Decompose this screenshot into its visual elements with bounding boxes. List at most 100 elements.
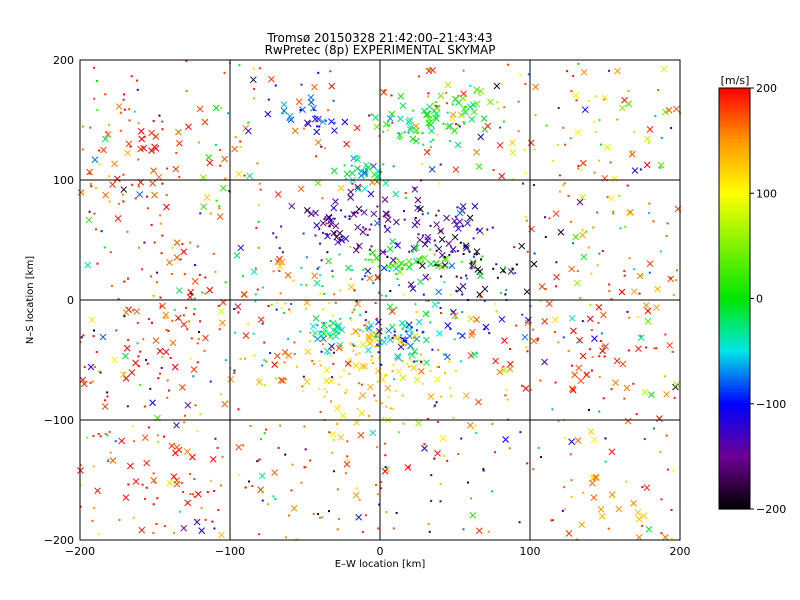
chart-subtitle: RwPretec (8p) EXPERIMENTAL SKYMAP <box>265 43 496 57</box>
scatter-point-dot <box>581 229 584 232</box>
scatter-point-dot <box>82 191 85 194</box>
scatter-point-dot <box>224 177 227 180</box>
scatter-point-dot <box>370 258 373 261</box>
scatter-point-dot <box>439 483 442 486</box>
scatter-point-x <box>237 244 245 252</box>
scatter-point-x <box>115 103 123 110</box>
scatter-point-dot <box>263 432 266 435</box>
scatter-point-dot <box>588 348 591 351</box>
scatter-point-dot <box>474 260 477 263</box>
scatter-point-dot <box>416 132 419 135</box>
scatter-point-x <box>399 102 407 110</box>
scatter-point-dot <box>197 141 200 144</box>
scatter-point-dot <box>496 101 499 104</box>
scatter-point-dot <box>497 107 500 110</box>
scatter-point-dot <box>557 419 560 422</box>
scatter-point-dot <box>160 366 163 369</box>
scatter-point-x <box>385 327 393 334</box>
scatter-point-x <box>423 148 431 156</box>
scatter-point-x <box>579 159 587 167</box>
scatter-point-dot <box>322 308 325 311</box>
scatter-point-x <box>583 371 591 379</box>
colorbar <box>718 87 751 510</box>
scatter-point-dot <box>457 94 460 97</box>
scatter-point-dot <box>401 394 404 397</box>
scatter-point-x <box>212 104 220 112</box>
colorbar-segment <box>719 112 750 116</box>
scatter-point-dot <box>324 119 327 122</box>
scatter-point-x <box>467 315 475 323</box>
scatter-point-x <box>438 236 446 243</box>
scatter-point-dot <box>212 252 215 255</box>
x-tick-label: 100 <box>520 545 541 558</box>
scatter-point-dot <box>355 331 358 334</box>
scatter-point-dot <box>421 260 424 263</box>
scatter-point-x <box>152 337 160 344</box>
scatter-point-dot <box>623 274 626 277</box>
scatter-point-dot <box>419 256 422 259</box>
scatter-point-dot <box>166 396 169 399</box>
scatter-point-x <box>484 122 492 130</box>
scatter-point-x <box>344 360 352 367</box>
scatter-point-dot <box>132 309 135 312</box>
scatter-point-x <box>602 343 609 350</box>
scatter-point-dot <box>109 451 112 454</box>
scatter-point-x <box>109 181 116 189</box>
scatter-point-x <box>152 133 160 140</box>
scatter-point-dot <box>320 516 323 519</box>
colorbar-segment <box>719 490 750 495</box>
scatter-point-x <box>587 428 595 436</box>
x-tick-label: 200 <box>670 545 691 558</box>
scatter-point-dot <box>169 356 172 359</box>
scatter-point-dot <box>562 184 565 187</box>
scatter-point-dot <box>214 143 217 146</box>
scatter-point-dot <box>577 62 580 65</box>
scatter-point-dot <box>161 234 164 237</box>
scatter-point-dot <box>313 115 316 118</box>
scatter-point-dot <box>323 395 326 398</box>
scatter-point-dot <box>384 454 387 457</box>
scatter-point-dot <box>362 268 365 271</box>
scatter-point-x <box>284 271 292 279</box>
scatter-point-x <box>637 334 645 342</box>
scatter-point-dot <box>379 374 382 377</box>
colorbar-segment <box>719 127 750 131</box>
scatter-point-x <box>476 272 484 280</box>
scatter-point-dot <box>292 279 295 282</box>
scatter-point-dot <box>554 285 557 288</box>
scatter-point-x <box>428 165 436 173</box>
colorbar-segment <box>719 226 750 230</box>
scatter-point-dot <box>331 451 334 454</box>
scatter-point-dot <box>193 308 196 311</box>
scatter-point-dot <box>446 459 449 462</box>
scatter-point-dot <box>458 125 461 128</box>
scatter-point-x <box>468 115 476 123</box>
scatter-point-dot <box>607 69 610 72</box>
scatter-point-dot <box>539 379 542 382</box>
colorbar-label: [m/s] <box>721 74 750 87</box>
scatter-point-x <box>88 316 96 324</box>
scatter-point-x <box>331 127 338 134</box>
scatter-point-dot <box>242 444 245 447</box>
scatter-point-dot <box>467 481 470 484</box>
scatter-point-dot <box>397 132 400 135</box>
scatter-point-dot <box>177 318 180 321</box>
scatter-point-dot <box>317 513 320 516</box>
scatter-point-dot <box>591 356 594 359</box>
scatter-point-x <box>366 274 374 282</box>
scatter-point-dot <box>598 355 601 358</box>
scatter-point-x <box>412 137 420 145</box>
scatter-point-dot <box>370 223 373 226</box>
scatter-point-x <box>183 448 191 455</box>
scatter-point-dot <box>383 89 386 92</box>
scatter-point-x <box>419 262 426 270</box>
scatter-point-x <box>662 533 669 541</box>
scatter-point-dot <box>368 114 371 117</box>
scatter-point-dot <box>380 481 383 484</box>
scatter-point-dot <box>376 446 379 449</box>
scatter-point-dot <box>375 335 378 338</box>
scatter-point-dot <box>515 263 518 266</box>
scatter-point-x <box>546 300 553 308</box>
scatter-point-dot <box>429 146 432 149</box>
